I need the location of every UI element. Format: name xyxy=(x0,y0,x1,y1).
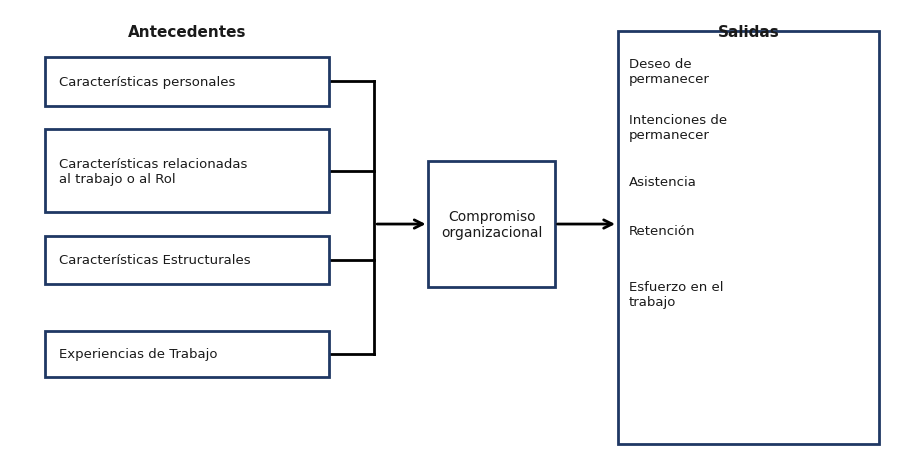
FancyBboxPatch shape xyxy=(45,331,329,377)
Text: Asistencia: Asistencia xyxy=(629,176,696,189)
FancyBboxPatch shape xyxy=(45,58,329,106)
Text: Compromiso
organizacional: Compromiso organizacional xyxy=(441,209,542,240)
Text: Intenciones de
permanecer: Intenciones de permanecer xyxy=(629,113,727,141)
Text: Antecedentes: Antecedentes xyxy=(128,25,246,40)
Text: Características personales: Características personales xyxy=(59,75,235,89)
Text: Salidas: Salidas xyxy=(718,25,779,40)
Text: Retención: Retención xyxy=(629,225,695,238)
Text: Características Estructurales: Características Estructurales xyxy=(59,254,250,267)
FancyBboxPatch shape xyxy=(618,32,879,444)
FancyBboxPatch shape xyxy=(428,162,555,287)
Text: Esfuerzo en el
trabajo: Esfuerzo en el trabajo xyxy=(629,280,723,308)
Text: Deseo de
permanecer: Deseo de permanecer xyxy=(629,58,710,86)
FancyBboxPatch shape xyxy=(45,236,329,285)
Text: Características relacionadas
al trabajo o al Rol: Características relacionadas al trabajo … xyxy=(59,157,247,185)
Text: Experiencias de Trabajo: Experiencias de Trabajo xyxy=(59,348,217,361)
FancyBboxPatch shape xyxy=(45,130,329,213)
